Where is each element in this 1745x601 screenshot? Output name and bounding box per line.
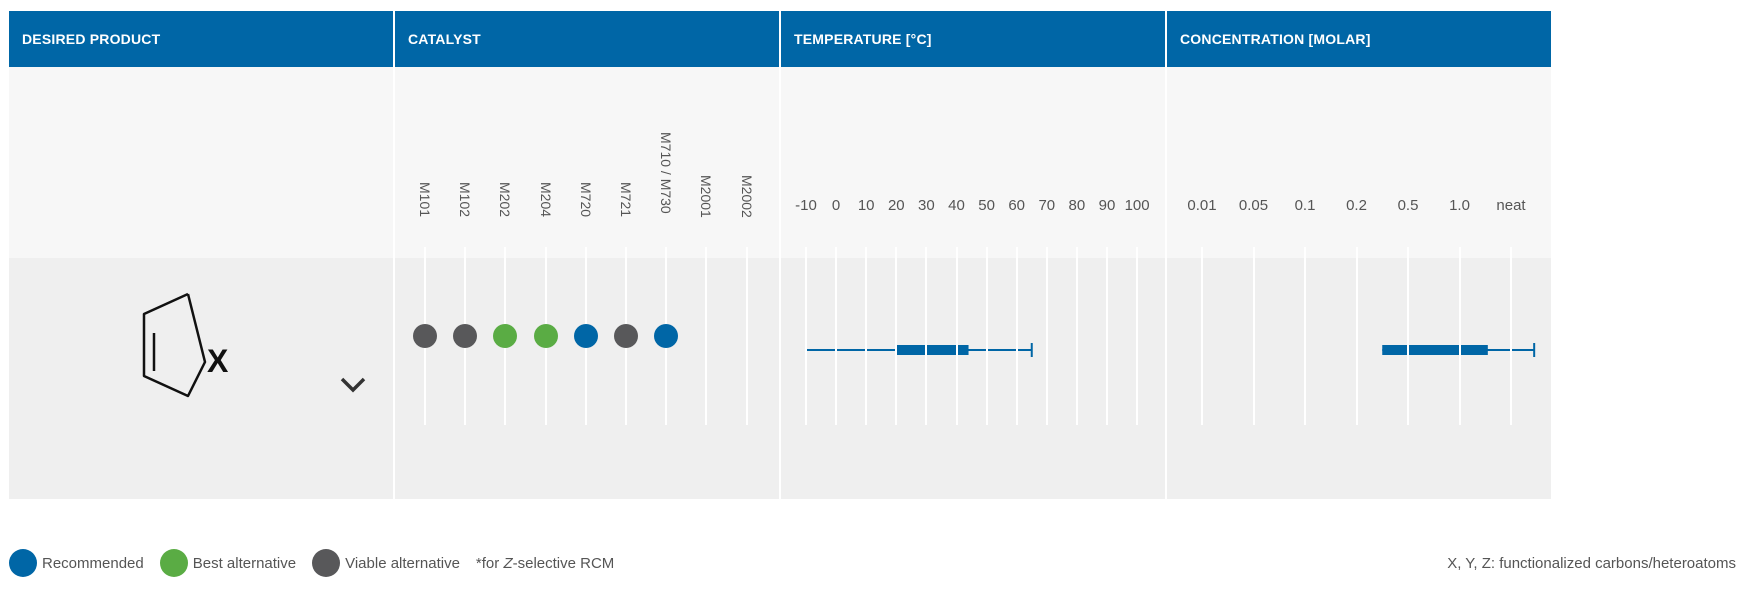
temperature-gridline bbox=[1015, 247, 1018, 425]
temperature-tick-label: 80 bbox=[1068, 197, 1086, 214]
temperature-tick-label: 0 bbox=[831, 197, 841, 214]
concentration-optimal-box bbox=[1382, 345, 1488, 355]
concentration-gridline bbox=[1304, 247, 1306, 425]
structure-x-label: X bbox=[207, 343, 229, 379]
legend: Recommended Best alternative Viable alte… bbox=[9, 548, 614, 578]
concentration-gridline bbox=[1252, 247, 1255, 425]
legend-note: *for Z-selective RCM bbox=[475, 554, 615, 572]
temperature-gridline bbox=[925, 247, 928, 425]
catalyst-label: M721 bbox=[618, 182, 634, 218]
concentration-gridline bbox=[1201, 247, 1203, 425]
temperature-gridline bbox=[865, 247, 868, 425]
concentration-range-bar bbox=[1382, 343, 1536, 357]
catalyst-label: M101 bbox=[417, 182, 433, 218]
concentration-tick-label: 0.01 bbox=[1187, 197, 1217, 214]
temperature-tick-label: -10 bbox=[795, 197, 817, 214]
catalyst-rating-dot-best[interactable] bbox=[533, 324, 558, 348]
chevron-down-icon[interactable] bbox=[339, 375, 369, 395]
catalyst-label: M2002 bbox=[738, 175, 755, 218]
concentration-tick-label: 0.2 bbox=[1346, 197, 1367, 214]
concentration-gridline bbox=[1510, 247, 1512, 425]
recommended-dot-icon bbox=[9, 549, 37, 577]
catalyst-selection-table: DESIRED PRODUCT CATALYST TEMPERATURE [°C… bbox=[9, 11, 1736, 499]
catalyst-rating-dot-best[interactable] bbox=[493, 324, 518, 348]
temperature-optimal-box bbox=[896, 345, 969, 355]
concentration-tick-label: 0.1 bbox=[1294, 197, 1316, 214]
catalyst-gridline bbox=[745, 247, 748, 425]
temperature-tick-label: 90 bbox=[1098, 197, 1116, 214]
temperature-gridline bbox=[1106, 247, 1108, 425]
temperature-gridline bbox=[985, 247, 988, 425]
temperature-gridline bbox=[1075, 247, 1078, 425]
concentration-tick-label: 0.5 bbox=[1397, 197, 1419, 214]
temperature-tick-label: 20 bbox=[887, 197, 905, 214]
temperature-tick-label: 40 bbox=[948, 197, 965, 214]
temperature-tick-label: 100 bbox=[1124, 197, 1150, 214]
catalyst-label: M2001 bbox=[698, 175, 715, 218]
legend-footnote: X, Y, Z: functionalized carbons/heteroat… bbox=[1447, 554, 1736, 572]
column-separator bbox=[393, 11, 395, 499]
legend-recommended: Recommended bbox=[42, 554, 144, 572]
temperature-tick-label: 70 bbox=[1038, 197, 1056, 214]
temperature-tick-label: 50 bbox=[978, 197, 995, 214]
catalyst-rating-dot-recommended[interactable] bbox=[654, 324, 679, 348]
concentration-gridline bbox=[1458, 247, 1461, 425]
catalyst-label: M204 bbox=[537, 182, 554, 218]
catalyst-rating-dot-recommended[interactable] bbox=[573, 324, 598, 348]
temperature-gridline bbox=[955, 247, 958, 425]
concentration-gridline bbox=[1407, 247, 1409, 425]
header-catalyst: CATALYST bbox=[395, 11, 779, 67]
catalyst-rating-dot-viable[interactable] bbox=[614, 324, 638, 348]
column-separator bbox=[779, 11, 781, 499]
header-concentration: CONCENTRATION [MOLAR] bbox=[1167, 11, 1551, 67]
catalyst-rating-dot-viable[interactable] bbox=[413, 324, 437, 348]
catalyst-label: M710 / M730 bbox=[658, 131, 675, 214]
catalyst-label: M720 bbox=[577, 182, 594, 218]
header-temperature: TEMPERATURE [°C] bbox=[781, 11, 1165, 67]
column-separator bbox=[1165, 11, 1167, 499]
catalyst-gridline bbox=[705, 247, 708, 425]
temperature-gridline bbox=[895, 247, 898, 425]
temperature-tick-label: 30 bbox=[918, 197, 935, 214]
concentration-tick-label: 1.0 bbox=[1449, 197, 1470, 214]
concentration-tick-label: 0.05 bbox=[1238, 197, 1269, 214]
header-desired-product: DESIRED PRODUCT bbox=[9, 11, 393, 67]
legend-best-alternative: Best alternative bbox=[192, 554, 297, 572]
cyclopentene-structure-icon: X bbox=[142, 292, 229, 398]
catalyst-label: M102 bbox=[457, 182, 474, 218]
concentration-tick-label: neat bbox=[1496, 197, 1526, 214]
temperature-tick-label: 60 bbox=[1008, 197, 1026, 214]
concentration-gridline bbox=[1355, 247, 1358, 425]
temperature-gridline bbox=[1045, 247, 1048, 425]
temperature-gridline bbox=[1136, 247, 1139, 425]
temperature-gridline bbox=[835, 247, 838, 425]
temperature-tick-label: 10 bbox=[857, 197, 875, 214]
viable-alternative-dot-icon bbox=[312, 549, 341, 577]
temperature-gridline bbox=[805, 247, 807, 425]
legend-viable-alternative: Viable alternative bbox=[345, 554, 460, 572]
catalyst-rating-dot-viable[interactable] bbox=[453, 324, 478, 348]
best-alternative-dot-icon bbox=[159, 549, 188, 577]
catalyst-label: M202 bbox=[497, 182, 514, 218]
